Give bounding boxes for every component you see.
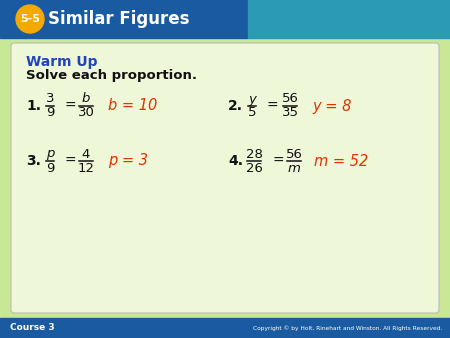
Text: 56: 56 (282, 93, 298, 105)
Text: y = 8: y = 8 (312, 98, 351, 114)
Text: 5-5: 5-5 (20, 14, 40, 24)
Text: 1.: 1. (26, 99, 41, 113)
Text: Copyright © by Holt, Rinehart and Winston. All Rights Reserved.: Copyright © by Holt, Rinehart and Winsto… (252, 325, 442, 331)
Text: Similar Figures: Similar Figures (48, 10, 189, 28)
Text: m = 52: m = 52 (314, 153, 368, 169)
Text: p = 3: p = 3 (108, 153, 148, 169)
Text: Warm Up: Warm Up (26, 55, 98, 69)
Text: 4: 4 (82, 147, 90, 161)
Text: =: = (64, 154, 76, 168)
Text: 12: 12 (77, 162, 94, 174)
Text: 28: 28 (246, 147, 262, 161)
Text: Course 3: Course 3 (10, 323, 54, 333)
Text: 5: 5 (248, 106, 256, 120)
Text: 9: 9 (46, 106, 54, 120)
Text: 9: 9 (46, 162, 54, 174)
Text: 35: 35 (282, 106, 298, 120)
Text: =: = (272, 154, 284, 168)
Text: 56: 56 (286, 147, 302, 161)
Text: 4.: 4. (228, 154, 243, 168)
Text: p: p (46, 147, 54, 161)
Text: 26: 26 (246, 162, 262, 174)
Text: b = 10: b = 10 (108, 98, 157, 114)
FancyBboxPatch shape (11, 43, 439, 313)
Text: 3.: 3. (26, 154, 41, 168)
Text: 2.: 2. (228, 99, 243, 113)
Text: Solve each proportion.: Solve each proportion. (26, 70, 197, 82)
Text: y: y (248, 93, 256, 105)
Text: 3: 3 (46, 93, 54, 105)
Text: b: b (82, 93, 90, 105)
Bar (0, 318, 450, 338)
Bar (248, 0, 450, 38)
Circle shape (16, 5, 44, 33)
Text: m: m (288, 162, 301, 174)
Text: 30: 30 (77, 106, 94, 120)
Text: =: = (64, 99, 76, 113)
Bar (0, 0, 248, 38)
Text: =: = (266, 99, 278, 113)
Bar (0, 38, 450, 318)
